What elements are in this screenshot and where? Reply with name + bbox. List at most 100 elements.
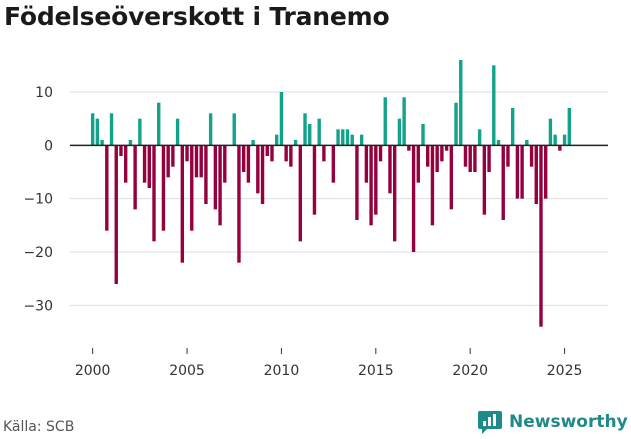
- bar: [279, 92, 284, 146]
- bar: [270, 145, 274, 162]
- bar: [477, 129, 482, 146]
- bar: [355, 145, 359, 220]
- source-label: Källa: SCB: [3, 419, 75, 435]
- bar: [241, 145, 246, 172]
- bar: [336, 129, 340, 146]
- bar: [152, 145, 156, 242]
- bar-layer: [90, 60, 572, 327]
- chart-title: Födelseöverskott i Tranemo: [4, 2, 390, 31]
- bar: [374, 145, 378, 215]
- bar: [218, 145, 222, 226]
- x-tick-label: 2005: [169, 363, 205, 379]
- bar: [293, 140, 298, 146]
- bar: [95, 118, 100, 146]
- bar: [501, 145, 505, 220]
- bar: [492, 65, 496, 146]
- bar: [473, 145, 477, 172]
- brand-logo[interactable]: Newsworthy: [477, 409, 628, 435]
- bar: [109, 113, 114, 146]
- bar: [383, 97, 387, 146]
- bar: [468, 145, 472, 172]
- bar: [289, 145, 293, 167]
- bar: [435, 145, 439, 172]
- bar: [407, 145, 411, 151]
- bar: [416, 145, 420, 183]
- bar: [119, 145, 123, 156]
- bar: [411, 145, 416, 252]
- bar: [402, 97, 406, 146]
- bar: [213, 145, 218, 210]
- bar: [185, 145, 189, 162]
- grid-layer: [70, 91, 608, 306]
- bar: [180, 145, 185, 263]
- bar: [100, 140, 104, 146]
- bar: [369, 145, 373, 226]
- bar: [364, 145, 369, 183]
- bar: [157, 102, 161, 146]
- bar: [378, 145, 383, 162]
- bar: [133, 145, 137, 210]
- bar: [510, 108, 515, 146]
- bar: [539, 145, 543, 327]
- bar: [440, 145, 444, 162]
- bar: [147, 145, 151, 188]
- bar: [397, 118, 402, 146]
- bar: [308, 124, 312, 146]
- bar: [341, 129, 345, 146]
- bar: [284, 145, 288, 162]
- bar: [194, 145, 199, 178]
- bar: [199, 145, 203, 178]
- bar: [421, 124, 425, 146]
- y-tick-label: 10: [35, 85, 53, 101]
- bar: [161, 145, 166, 231]
- bar: [123, 145, 128, 183]
- x-tick-label: 2000: [75, 363, 111, 379]
- axis-layer: 10 0 −10 −20 −30 2000 2005 2010 2015 2020 2025: [23, 85, 608, 379]
- bar: [256, 145, 260, 194]
- bar: [562, 134, 567, 146]
- bar: [90, 113, 95, 146]
- bar: [558, 145, 562, 151]
- bar: [459, 60, 463, 146]
- bar: [430, 145, 435, 226]
- bar: [105, 145, 109, 231]
- bar: [142, 145, 147, 183]
- bar: [444, 145, 449, 151]
- bar: [426, 145, 430, 167]
- bar: [525, 140, 529, 146]
- bar: [232, 113, 236, 146]
- bar: [251, 140, 255, 146]
- bar: [529, 145, 534, 167]
- bar: [298, 145, 303, 242]
- bar: [260, 145, 265, 204]
- brand-name: Newsworthy: [509, 412, 628, 432]
- bar: [322, 145, 326, 162]
- bar: [350, 134, 354, 146]
- bar: [487, 145, 491, 172]
- bar: [138, 118, 142, 146]
- bar: [303, 113, 307, 146]
- bar: [128, 140, 133, 146]
- bar: [190, 145, 194, 231]
- bar: [534, 145, 538, 204]
- bar: [345, 129, 350, 146]
- x-tick-label: 2010: [264, 363, 300, 379]
- bar: [166, 145, 170, 178]
- y-tick-label: 0: [44, 138, 53, 154]
- bar: [392, 145, 397, 242]
- bar: [114, 145, 118, 284]
- y-tick-label: −10: [23, 192, 53, 208]
- bar: [246, 145, 251, 183]
- bar: [454, 102, 458, 146]
- bar: [171, 145, 175, 167]
- bar: [482, 145, 487, 215]
- bar: [520, 145, 524, 199]
- y-tick-label: −30: [23, 298, 53, 314]
- bar: [553, 134, 557, 146]
- bar: [515, 145, 520, 199]
- bar: [237, 145, 241, 263]
- bar: [463, 145, 468, 167]
- x-tick-label: 2025: [547, 363, 583, 379]
- newsworthy-logo-icon: [478, 411, 502, 434]
